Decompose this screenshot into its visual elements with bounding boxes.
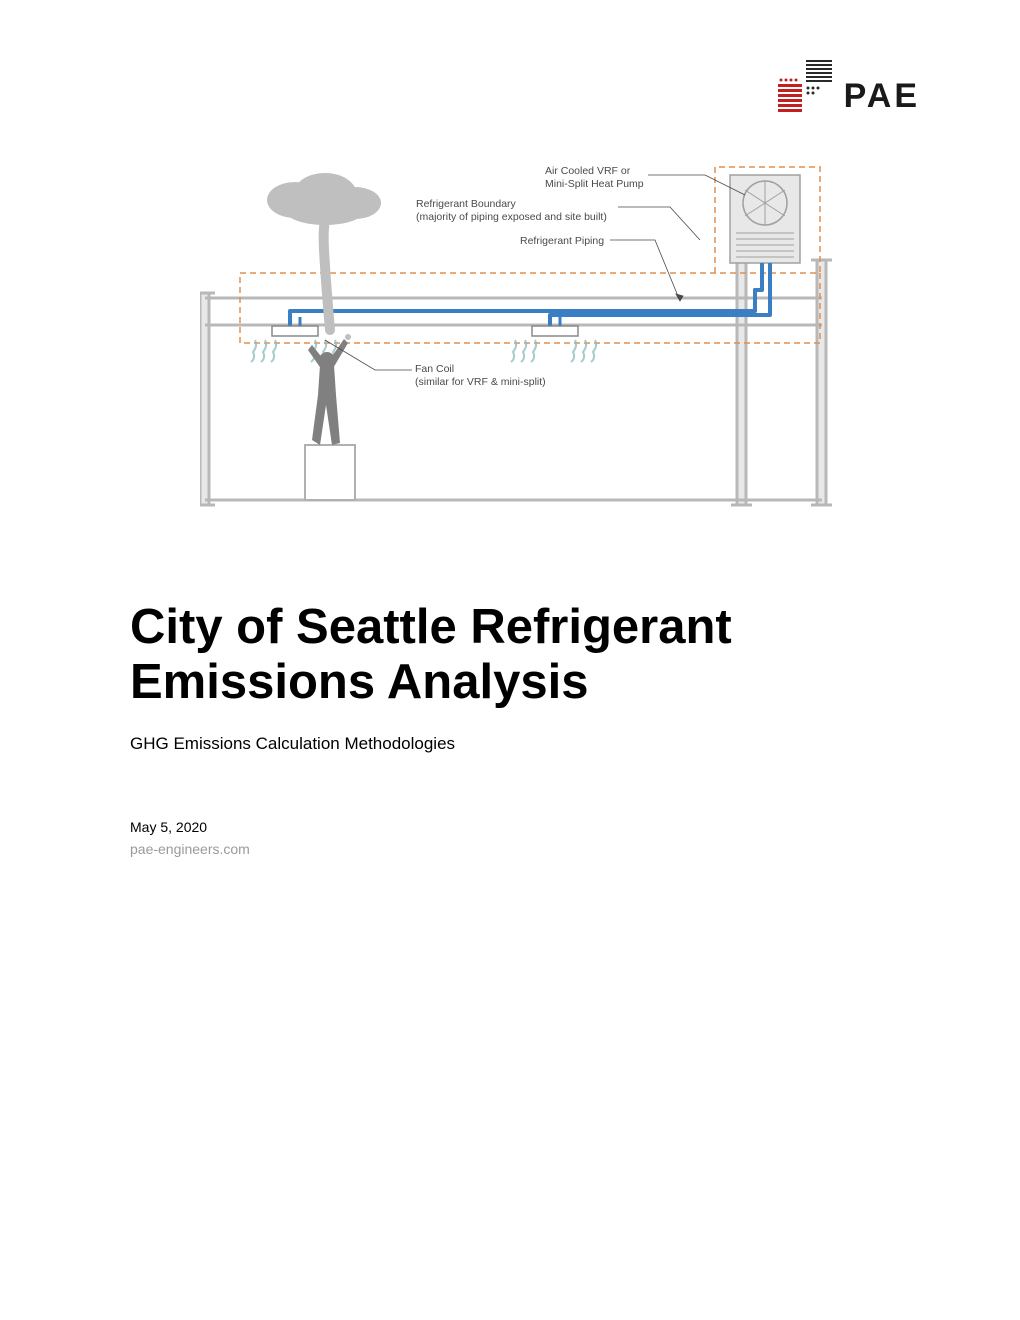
logo-text: PAE [844, 79, 920, 115]
logo-dots-icon [778, 60, 838, 115]
outdoor-unit-icon [730, 175, 800, 263]
page-title: City of Seattle Refrigerant Emissions An… [130, 600, 900, 710]
annotation-piping: Refrigerant Piping [520, 235, 604, 248]
annotation-vrf: Air Cooled VRF orMini-Split Heat Pump [545, 165, 644, 191]
annotation-boundary: Refrigerant Boundary(majority of piping … [416, 198, 607, 224]
title-block: City of Seattle Refrigerant Emissions An… [130, 600, 900, 857]
page-url: pae-engineers.com [130, 841, 900, 857]
page-subtitle: GHG Emissions Calculation Methodologies [130, 734, 900, 754]
logo-area: PAE [778, 60, 920, 115]
hvac-diagram: Air Cooled VRF orMini-Split Heat Pump Re… [200, 165, 840, 525]
annotation-fancoil: Fan Coil(similar for VRF & mini-split) [415, 363, 546, 389]
page-date: May 5, 2020 [130, 819, 900, 835]
